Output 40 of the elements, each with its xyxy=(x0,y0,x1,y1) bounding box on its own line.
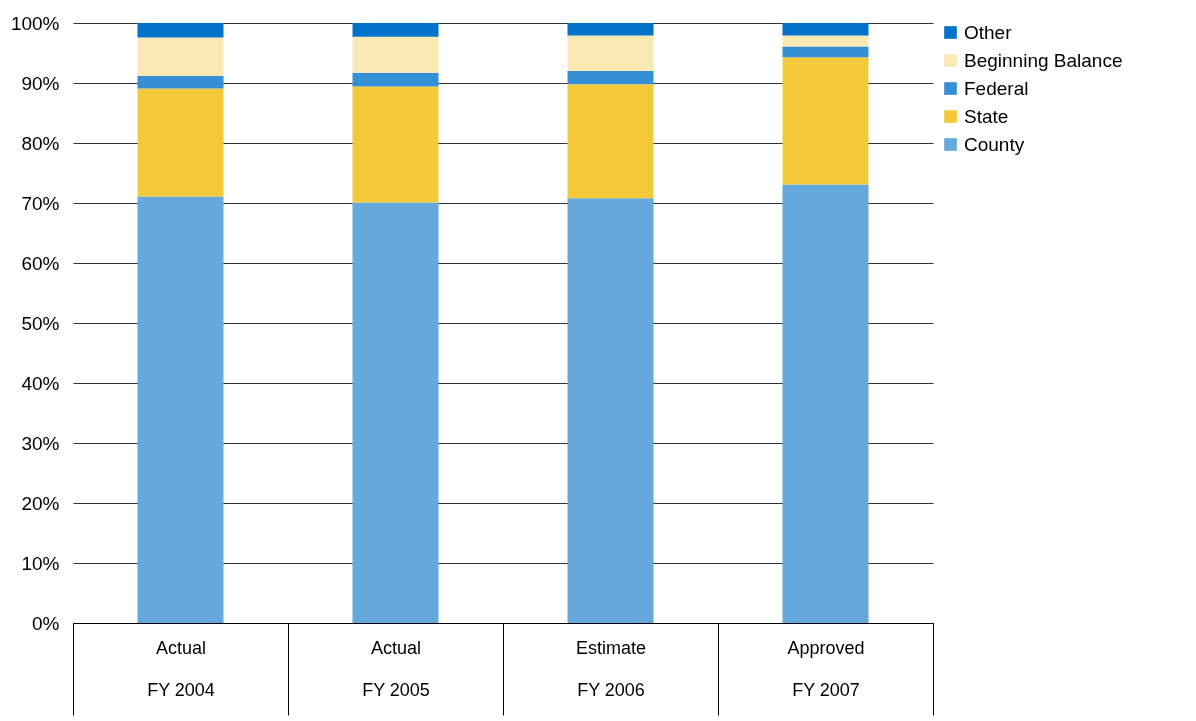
y-tick-label: 30% xyxy=(21,432,60,454)
y-tick-label: 50% xyxy=(21,312,60,334)
y-tick-label: 40% xyxy=(21,372,60,394)
y-tick-label: 100% xyxy=(10,12,60,34)
bar xyxy=(352,86,439,203)
bar xyxy=(137,23,224,38)
category-label: Approved FY 2007 xyxy=(787,637,865,700)
bar xyxy=(782,23,869,36)
y-tick-label: 80% xyxy=(21,132,60,154)
y-tick-label: 0% xyxy=(32,612,60,634)
bar xyxy=(782,35,869,47)
bar xyxy=(352,202,439,623)
category-label: Actual FY 2004 xyxy=(147,637,215,700)
bar xyxy=(782,57,869,185)
bar xyxy=(352,36,439,73)
bar xyxy=(782,184,869,623)
y-tick-label: 90% xyxy=(21,72,60,94)
legend-label: State xyxy=(964,105,1009,127)
bar xyxy=(137,37,224,76)
bar xyxy=(567,35,654,71)
bar xyxy=(567,71,654,85)
bar xyxy=(352,23,439,37)
bar xyxy=(352,72,439,87)
y-tick-label: 70% xyxy=(21,192,60,214)
bar xyxy=(782,46,869,58)
bar xyxy=(567,198,654,623)
category-label: Estimate FY 2006 xyxy=(575,637,647,700)
legend-label: Federal xyxy=(964,77,1029,99)
y-tick-label: 10% xyxy=(21,552,60,574)
bar xyxy=(137,88,224,197)
bar xyxy=(137,196,224,623)
bar xyxy=(567,84,654,199)
legend-label: Beginning Balance xyxy=(964,49,1123,71)
category-label: Actual FY 2005 xyxy=(362,637,430,700)
legend-label: Other xyxy=(964,21,1013,43)
bar xyxy=(137,75,224,89)
y-tick-label: 20% xyxy=(21,492,60,514)
legend-label: County xyxy=(964,133,1025,155)
y-tick-label: 60% xyxy=(21,252,60,274)
bar xyxy=(567,23,654,36)
